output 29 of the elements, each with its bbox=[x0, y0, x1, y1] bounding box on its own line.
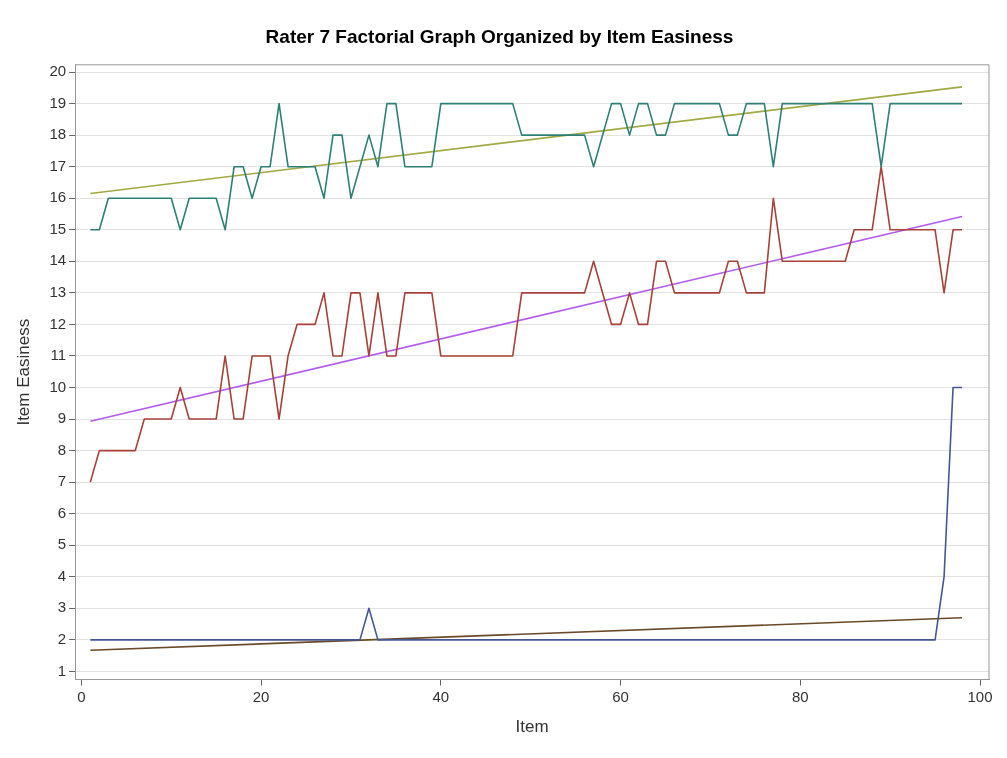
y-tick-label: 14 bbox=[49, 251, 67, 269]
y-tick-label: 2 bbox=[57, 629, 67, 647]
y-tick-label: 5 bbox=[57, 535, 67, 553]
y-tick-label: 12 bbox=[49, 314, 67, 332]
x-tick-label: 0 bbox=[77, 687, 86, 705]
y-tick-label: 10 bbox=[49, 377, 67, 395]
y-tick-label: 17 bbox=[49, 156, 67, 174]
y-tick-label: 1 bbox=[57, 661, 67, 679]
x-tick-label: 80 bbox=[791, 687, 809, 705]
y-tick-label: 15 bbox=[49, 219, 67, 237]
y-tick-label: 18 bbox=[49, 125, 67, 143]
x-tick-label: 60 bbox=[612, 687, 629, 705]
y-axis-title: Item Easiness bbox=[13, 318, 33, 426]
y-tick-label: 3 bbox=[57, 598, 67, 616]
x-axis-title: Item bbox=[515, 717, 549, 737]
y-tick-label: 8 bbox=[57, 440, 67, 458]
y-tick-label: 20 bbox=[49, 62, 67, 80]
y-tick-label: 11 bbox=[50, 346, 67, 364]
x-tick-label: 40 bbox=[432, 687, 450, 705]
x-tick-label: 20 bbox=[252, 687, 270, 705]
x-tick-label: 100 bbox=[967, 687, 993, 705]
y-tick-label: 13 bbox=[49, 283, 67, 301]
chart-title: Rater 7 Factorial Graph Organized by Item Easiness bbox=[265, 25, 734, 47]
y-tick-label: 9 bbox=[57, 409, 67, 427]
y-tick-label: 6 bbox=[57, 503, 67, 521]
y-tick-label: 19 bbox=[49, 93, 67, 111]
y-tick-label: 4 bbox=[57, 566, 67, 584]
y-tick-label: 7 bbox=[57, 472, 67, 490]
y-tick-label: 16 bbox=[49, 188, 67, 206]
